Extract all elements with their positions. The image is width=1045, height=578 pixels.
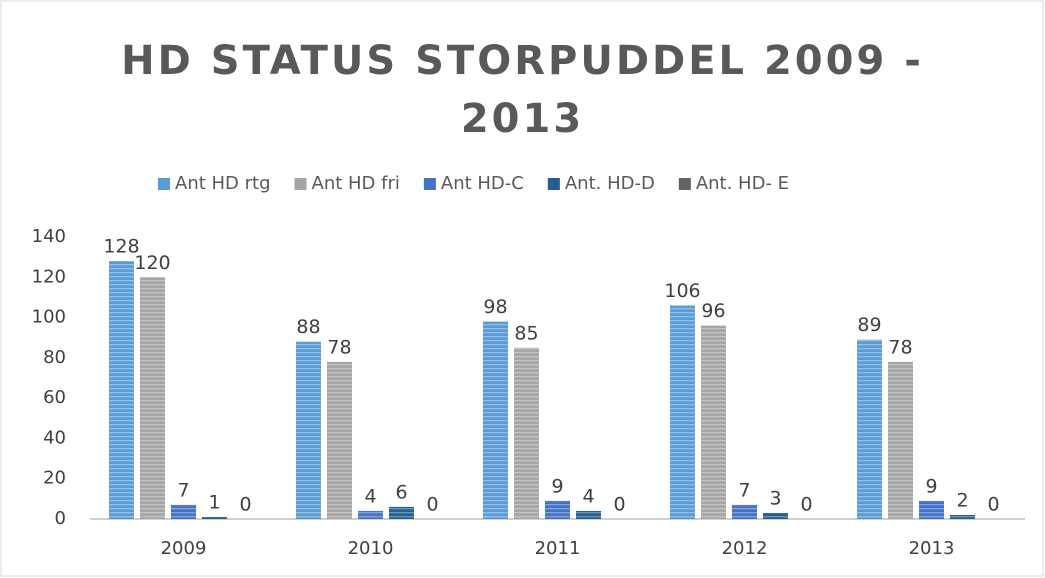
bar-texture [140, 277, 165, 519]
data-label: 4 [582, 485, 594, 507]
bar-texture [857, 339, 882, 519]
legend-label: Ant HD fri [312, 173, 400, 194]
legend-label: Ant HD-C [441, 173, 524, 194]
data-label: 4 [364, 485, 376, 507]
bar-texture [545, 500, 570, 519]
bar-texture [670, 305, 695, 519]
chart-title: HD STATUS STORPUDDEL 2009 - 2013 [121, 38, 924, 142]
y-tick-label: 80 [43, 347, 66, 368]
bar-texture [389, 506, 414, 519]
legend-swatch [294, 178, 307, 190]
bar-texture [296, 341, 321, 519]
data-label: 2 [956, 489, 968, 511]
legend-label: Ant. HD-D [565, 173, 655, 194]
bar-texture [109, 261, 134, 519]
y-tick-label: 120 [32, 266, 66, 287]
legend-label: Ant HD rtg [175, 173, 271, 194]
bar-texture [514, 347, 539, 519]
bar-texture [950, 514, 975, 519]
y-tick-label: 140 [32, 226, 66, 247]
bar-texture [358, 510, 383, 519]
legend-swatch [678, 178, 691, 190]
data-label: 7 [177, 479, 189, 501]
data-label: 89 [857, 314, 881, 336]
bar-texture [732, 504, 757, 519]
data-label: 128 [103, 236, 139, 258]
data-label: 96 [701, 300, 725, 322]
x-tick-label: 2010 [348, 538, 394, 559]
data-label: 0 [426, 494, 438, 516]
bar-texture [483, 321, 508, 519]
legend-swatch [423, 178, 436, 190]
data-label: 120 [134, 252, 170, 274]
bar-texture [576, 510, 601, 519]
y-tick-label: 100 [32, 307, 66, 328]
legend-swatch [547, 178, 560, 190]
bar-texture [919, 500, 944, 519]
data-label: 78 [327, 336, 351, 358]
data-label: 78 [888, 336, 912, 358]
data-label: 9 [551, 475, 563, 497]
data-label: 0 [800, 494, 812, 516]
data-label: 98 [483, 296, 507, 318]
x-tick-label: 2011 [535, 538, 581, 559]
data-label: 3 [769, 487, 781, 509]
x-tick-label: 2009 [161, 538, 207, 559]
data-label: 7 [738, 479, 750, 501]
y-tick-label: 40 [43, 427, 66, 448]
bar-texture [763, 512, 788, 519]
data-label: 6 [395, 481, 407, 503]
bar-texture [701, 325, 726, 519]
legend-label: Ant. HD- E [696, 173, 789, 194]
bar-texture [888, 361, 913, 519]
y-tick-label: 0 [55, 508, 66, 529]
data-label: 85 [514, 322, 538, 344]
data-label: 88 [296, 316, 320, 338]
data-label: 1 [208, 491, 220, 513]
data-label: 0 [239, 494, 251, 516]
data-label: 9 [925, 475, 937, 497]
y-tick-label: 60 [43, 387, 66, 408]
bar-texture [202, 516, 227, 519]
data-label: 0 [987, 494, 999, 516]
legend-swatch [158, 178, 170, 190]
bar-texture [171, 504, 196, 519]
data-label: 0 [613, 494, 625, 516]
bar-texture [327, 361, 352, 519]
x-tick-label: 2013 [909, 538, 955, 559]
data-label: 106 [664, 280, 700, 302]
y-tick-label: 20 [43, 468, 66, 489]
x-tick-label: 2012 [722, 538, 768, 559]
